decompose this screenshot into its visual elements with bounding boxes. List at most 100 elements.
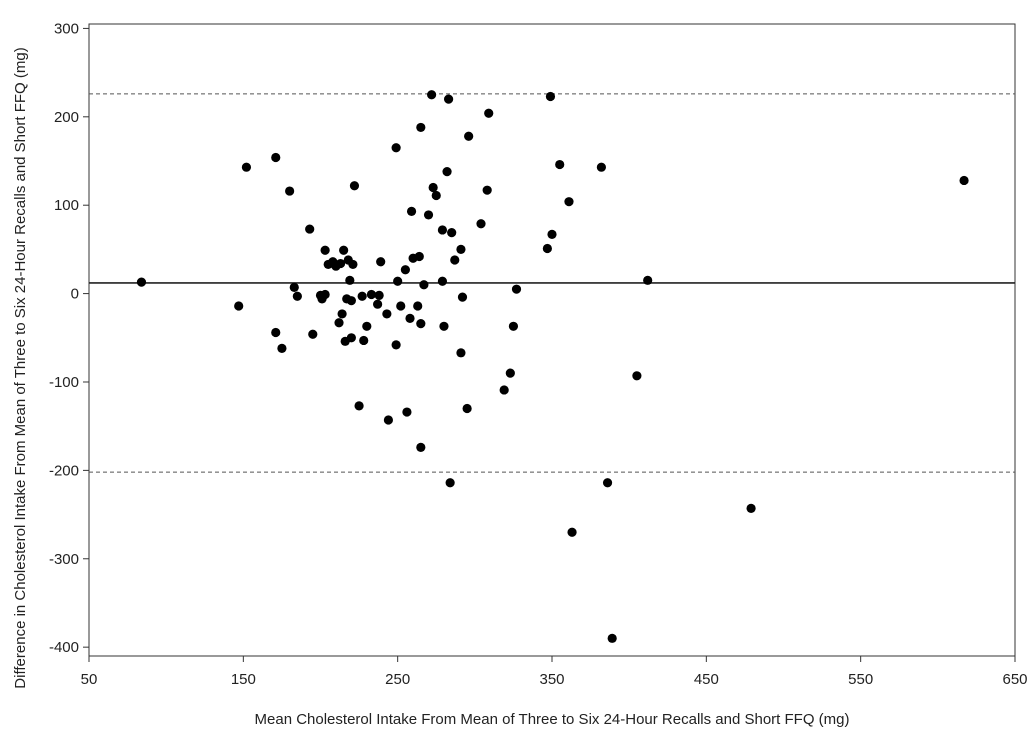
y-axis-title: Difference in Cholesterol Intake From Me… <box>12 47 29 688</box>
data-point <box>391 143 401 153</box>
data-point <box>457 292 468 302</box>
data-point <box>339 245 349 255</box>
data-point <box>564 197 574 207</box>
data-point <box>320 289 330 300</box>
data-point <box>545 91 556 102</box>
data-point <box>337 309 347 319</box>
data-point <box>305 224 315 234</box>
data-point <box>505 368 515 378</box>
data-point <box>476 219 486 229</box>
data-point <box>484 108 494 118</box>
x-tick-label: 550 <box>848 671 873 688</box>
data-point <box>308 329 318 339</box>
data-point <box>234 301 244 311</box>
y-tick-label: -200 <box>49 462 79 479</box>
data-point <box>450 255 460 265</box>
data-point <box>345 275 355 285</box>
data-point <box>437 225 448 235</box>
data-point <box>416 122 426 133</box>
data-point <box>423 210 434 220</box>
y-tick-label: 100 <box>54 197 79 214</box>
data-point <box>596 162 606 172</box>
data-point <box>464 131 474 141</box>
data-point <box>400 265 410 275</box>
data-point <box>320 245 330 255</box>
data-point <box>376 257 386 267</box>
x-axis-title: Mean Cholesterol Intake From Mean of Thr… <box>255 711 850 728</box>
data-point <box>349 181 360 191</box>
data-point <box>334 318 344 328</box>
data-point <box>555 159 565 170</box>
data-point <box>405 313 415 323</box>
data-point <box>643 275 653 285</box>
data-point <box>362 321 372 331</box>
data-point <box>456 348 466 358</box>
data-point <box>542 243 552 254</box>
data-point <box>357 291 367 301</box>
data-point <box>447 228 457 238</box>
data-point <box>602 478 613 488</box>
x-tick-label: 250 <box>385 671 410 688</box>
y-tick-label: -300 <box>49 551 79 568</box>
data-point <box>391 340 401 350</box>
data-point <box>959 175 969 186</box>
data-point <box>271 152 281 163</box>
x-tick-label: 450 <box>694 671 719 688</box>
plot-area <box>88 23 1016 657</box>
data-point <box>136 277 147 287</box>
data-point <box>442 167 452 177</box>
data-point <box>292 291 302 301</box>
data-point <box>567 527 577 537</box>
data-point <box>431 190 441 201</box>
data-point <box>462 403 472 414</box>
data-point <box>374 290 384 300</box>
data-point <box>419 280 429 290</box>
y-tick-label: 0 <box>71 286 79 303</box>
data-point <box>746 503 756 513</box>
data-point <box>346 296 356 306</box>
x-tick-label: 150 <box>231 671 256 688</box>
data-point <box>632 371 642 381</box>
data-point <box>406 206 417 216</box>
data-point <box>547 229 557 239</box>
data-point <box>354 401 364 411</box>
y-tick-label: -400 <box>49 639 79 656</box>
x-axis: 50 150 250 350 450 550 650 <box>81 656 1028 688</box>
data-point <box>427 90 437 100</box>
data-point <box>402 407 412 417</box>
data-point <box>499 385 509 395</box>
data-point <box>346 333 356 343</box>
data-point <box>482 185 492 195</box>
data-point <box>607 633 617 643</box>
data-point <box>289 282 299 293</box>
y-axis: 300 200 100 0 -100 -200 -300 -400 <box>49 20 89 656</box>
data-point <box>416 319 426 329</box>
data-point <box>393 276 403 286</box>
data-point <box>443 94 454 104</box>
data-point <box>456 244 466 254</box>
data-point <box>366 289 377 300</box>
y-tick-label: -100 <box>49 374 79 391</box>
data-point <box>428 182 438 193</box>
y-tick-label: 200 <box>54 109 79 126</box>
data-point <box>511 284 522 294</box>
data-point <box>414 251 424 262</box>
data-point <box>445 478 455 488</box>
y-tick-label: 300 <box>54 20 79 37</box>
data-point <box>348 259 358 270</box>
data-point <box>241 162 252 172</box>
data-point <box>413 301 423 311</box>
data-point <box>508 321 519 331</box>
data-point <box>271 327 281 338</box>
data-point <box>359 335 369 346</box>
data-point <box>382 309 392 319</box>
data-point <box>373 299 383 309</box>
data-point <box>439 321 449 331</box>
data-point <box>396 301 406 311</box>
data-point <box>437 276 448 286</box>
data-point <box>277 343 287 353</box>
x-tick-label: 650 <box>1002 671 1027 688</box>
data-point <box>285 186 295 196</box>
data-points <box>136 90 969 643</box>
